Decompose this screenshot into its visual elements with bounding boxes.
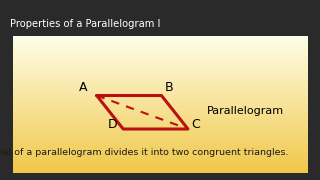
Text: Parallelogram: Parallelogram <box>207 105 284 116</box>
Text: D: D <box>108 118 117 131</box>
Text: A diagonal of a parallelogram divides it into two congruent triangles.: A diagonal of a parallelogram divides it… <box>0 148 288 158</box>
Text: A: A <box>79 81 88 94</box>
Text: C: C <box>191 118 200 131</box>
Text: B: B <box>164 81 173 94</box>
Text: Properties of a Parallelogram I: Properties of a Parallelogram I <box>10 19 160 30</box>
